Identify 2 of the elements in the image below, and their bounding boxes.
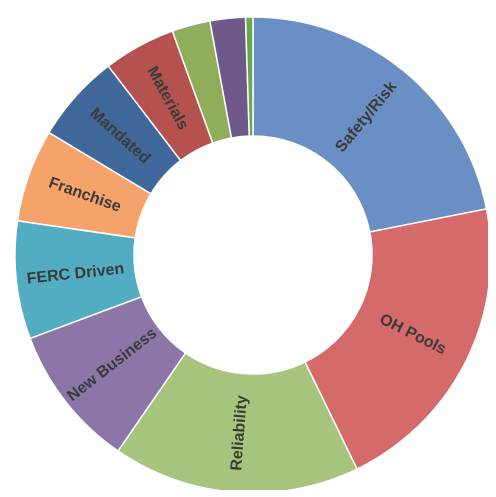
slice-label: FERC Driven [26, 260, 126, 288]
slice-label: Reliability [228, 394, 251, 472]
